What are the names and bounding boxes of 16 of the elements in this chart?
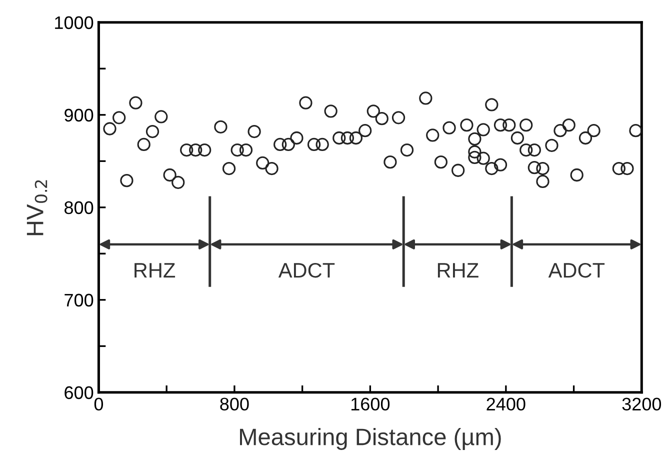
x-tick-label: 3200	[622, 398, 662, 410]
x-tick-label: 800	[220, 398, 249, 410]
x-tick-label: 0	[94, 398, 104, 410]
x-tick-label: 1600	[351, 398, 390, 410]
annotation: RHZ	[438, 263, 478, 278]
y-tick-label: 1000	[55, 16, 94, 30]
annotation: RHZ	[134, 263, 176, 278]
annotation: ADCT	[278, 262, 335, 278]
y-tick-label: 700	[64, 294, 94, 307]
annotation: ADCT	[548, 262, 605, 278]
y-tick-label: 800	[64, 201, 94, 214]
y-tick-label: 600	[64, 386, 94, 400]
x-tick-label: 2400	[486, 398, 526, 410]
y-tick-label: 900	[64, 108, 94, 122]
y-axis-title: HV$_{0.2}$	[26, 180, 48, 236]
x-axis-title: Measuring Distance (µm)	[240, 428, 501, 450]
